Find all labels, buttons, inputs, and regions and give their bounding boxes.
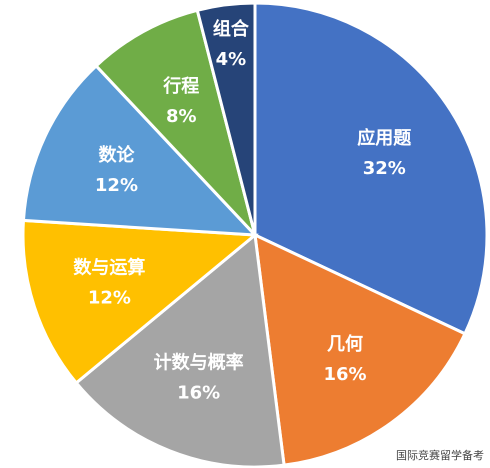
slice <box>253 1 489 336</box>
pie <box>21 1 489 468</box>
slice-label: 行程 <box>162 75 199 97</box>
slice <box>21 63 259 237</box>
value-label: 4% <box>216 49 247 70</box>
slice-label: 组合 <box>213 18 250 40</box>
slice-label: 数论 <box>98 144 135 166</box>
value-label: 12% <box>95 175 138 196</box>
watermark: 国际竞赛留学备考 <box>396 448 484 462</box>
value-label: 12% <box>88 287 131 308</box>
labels: 应用题 32% 几何 16% 计数与概率 16% 数与运算 12% 数论 12% 行程 8% 组合 4% <box>73 18 412 403</box>
slice <box>195 1 257 236</box>
slice <box>74 232 286 468</box>
value-label: 16% <box>323 364 366 385</box>
slice-label: 计数与概率 <box>154 351 244 373</box>
slice-label: 数与运算 <box>73 256 145 278</box>
slice-label: 应用题 <box>357 127 412 149</box>
slice-label: 几何 <box>327 333 363 355</box>
slice <box>253 232 467 467</box>
slice <box>21 218 259 385</box>
value-label: 16% <box>177 382 220 403</box>
value-label: 8% <box>166 106 197 127</box>
slice <box>94 8 257 237</box>
value-label: 32% <box>363 158 406 179</box>
